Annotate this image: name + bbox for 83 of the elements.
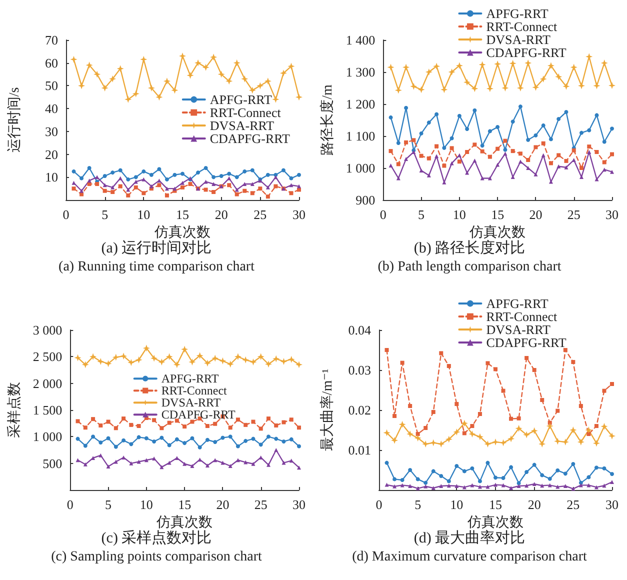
y-tick-label: 1 000 xyxy=(346,160,376,176)
legend-label: DVSA-RRT xyxy=(486,322,550,337)
y-tick-label: 1 100 xyxy=(346,128,376,144)
x-tick-label: 25 xyxy=(566,497,580,512)
y-tick-label: 1 400 xyxy=(346,32,376,48)
x-tick-label: 20 xyxy=(529,207,542,222)
text: (c) 采样点数对比 xyxy=(101,530,212,546)
x-tick-label: 10 xyxy=(450,497,464,512)
legend-label: CDAPFG-RRT xyxy=(161,408,236,422)
text: (d) 最大曲率对比 xyxy=(414,530,526,546)
text: (c) Sampling points comparison chart xyxy=(51,550,262,564)
y-tick-label: 70 xyxy=(45,32,58,48)
x-tick-label: 30 xyxy=(292,207,306,222)
legend-label: APFG-RRT xyxy=(161,372,220,386)
x-tick-label: 20 xyxy=(214,207,228,222)
y-tick-label: 2 500 xyxy=(32,349,62,364)
legend-label: RRT-Connect xyxy=(486,19,558,34)
y-tick-label: 500 xyxy=(42,456,62,471)
x-tick-label: 15 xyxy=(491,207,504,222)
y-tick-label: 40 xyxy=(45,101,58,116)
legend-label: RRT-Connect xyxy=(161,384,228,398)
text: (b) Path length comparison chart xyxy=(378,260,562,274)
legend-label: APFG-RRT xyxy=(486,296,548,311)
y-tick-label: 1 300 xyxy=(346,64,376,80)
y-axis-title: 最大曲率/m⁻¹ xyxy=(320,368,336,452)
x-tick-label: 25 xyxy=(254,207,267,222)
x-axis-title: 仿真次数 xyxy=(468,224,526,240)
text: (b) 路径长度对比 xyxy=(414,240,526,256)
y-tick-label: 2 000 xyxy=(32,376,62,391)
legend-label: DVSA-RRT xyxy=(210,118,274,133)
y-tick-label: 30 xyxy=(45,124,58,139)
x-tick-label: 30 xyxy=(606,207,618,222)
x-tick-label: 25 xyxy=(254,497,268,512)
legend-label: CDAPFG-RRT xyxy=(486,335,566,350)
x-tick-label: 10 xyxy=(452,207,466,222)
legend-label: CDAPFG-RRT xyxy=(486,45,566,60)
legend-label: APFG-RRT xyxy=(486,6,548,21)
y-tick-label: 3 000 xyxy=(32,322,62,338)
legend-label: CDAPFG-RRT xyxy=(210,131,290,146)
legend-label: APFG-RRT xyxy=(210,92,272,107)
y-tick-label: 10 xyxy=(45,170,58,185)
x-tick-label: 0 xyxy=(380,207,386,222)
text: (a) 运行时间对比 xyxy=(101,240,212,256)
y-tick-label: 50 xyxy=(45,78,58,94)
x-tick-label: 25 xyxy=(567,207,580,222)
text: (d) Maximum curvature comparison chart xyxy=(352,550,588,564)
legend-label: RRT-Connect xyxy=(210,105,282,120)
y-tick-label: 900 xyxy=(356,192,376,208)
x-tick-label: 5 xyxy=(414,497,422,512)
x-tick-label: 15 xyxy=(489,497,502,512)
legend-label: RRT-Connect xyxy=(486,309,558,324)
x-axis-title: 仿真次数 xyxy=(156,514,213,530)
x-tick-label: 0 xyxy=(376,497,382,512)
x-tick-label: 0 xyxy=(66,497,74,512)
x-tick-label: 5 xyxy=(418,207,425,222)
y-axis-title: 运行时间/s xyxy=(6,87,22,153)
y-tick-label: 60 xyxy=(45,55,58,70)
text: (a) Running time comparison chart xyxy=(58,260,255,274)
x-tick-label: 5 xyxy=(105,497,112,512)
x-tick-label: 5 xyxy=(102,207,108,222)
y-tick-label: 20 xyxy=(45,146,58,162)
x-tick-label: 10 xyxy=(137,207,150,222)
y-axis-title: 路径长度/m xyxy=(320,84,336,156)
y-tick-label: 0.03 xyxy=(348,362,371,378)
y-tick-label: 1 500 xyxy=(32,402,62,418)
x-tick-label: 15 xyxy=(176,207,189,222)
y-tick-label: 0.04 xyxy=(348,322,372,338)
x-tick-label: 10 xyxy=(140,497,153,512)
x-tick-label: 0 xyxy=(62,207,70,222)
x-tick-label: 30 xyxy=(606,497,618,512)
y-tick-label: 1 000 xyxy=(32,429,62,444)
y-tick-label: 1 200 xyxy=(346,96,376,112)
y-tick-label: 0.01 xyxy=(348,442,371,458)
y-axis-title: 采样点数 xyxy=(6,382,22,438)
x-axis-title: 仿真次数 xyxy=(466,514,524,530)
x-tick-label: 20 xyxy=(216,497,230,512)
x-tick-label: 30 xyxy=(292,497,306,512)
x-tick-label: 15 xyxy=(178,497,192,512)
x-tick-label: 20 xyxy=(528,497,541,512)
x-axis-title: 仿真次数 xyxy=(154,224,210,240)
y-tick-label: 0.02 xyxy=(348,402,371,418)
legend-label: DVSA-RRT xyxy=(486,32,550,47)
legend-label: DVSA-RRT xyxy=(161,396,222,410)
